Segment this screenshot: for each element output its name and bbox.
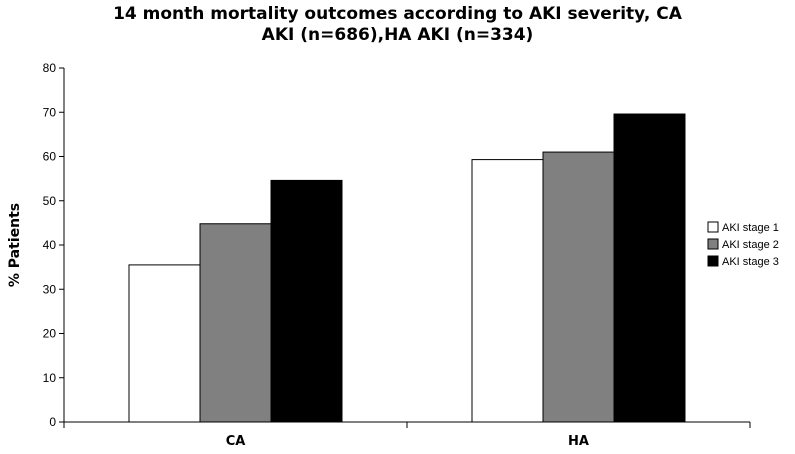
bar-ha-series-1 [471, 159, 544, 423]
bar-ha-series-3 [613, 113, 686, 423]
y-tick-label: 0 [49, 415, 56, 429]
bar-ca-series-3 [270, 179, 343, 423]
legend-swatch [707, 255, 719, 267]
y-tick-label: 20 [43, 327, 57, 341]
legend-label: AKI stage 3 [722, 256, 779, 268]
y-tick-label: 10 [43, 371, 57, 385]
legend: AKI stage 1 AKI stage 2 AKI stage 3 [707, 221, 779, 268]
y-tick-labels: 0 10 20 30 40 50 60 70 80 [43, 61, 57, 429]
legend-label: AKI stage 2 [722, 239, 779, 251]
chart-title-line-2: AKI (n=686),HA AKI (n=334) [261, 25, 534, 45]
y-tick-label: 40 [43, 238, 57, 252]
y-tick-label: 60 [43, 150, 57, 164]
chart-title: 14 month mortality outcomes according to… [0, 4, 795, 46]
y-tick-label: 50 [43, 194, 57, 208]
category-labels: CA HA [226, 434, 589, 449]
legend-swatch [707, 221, 719, 233]
y-tick-label: 30 [43, 282, 57, 296]
bars [128, 113, 686, 423]
legend-label: AKI stage 1 [722, 222, 779, 234]
category-label: CA [226, 434, 246, 449]
y-tick-label: 70 [43, 105, 57, 119]
bar-ca-series-2 [199, 223, 272, 423]
y-axis-label: % Patients [7, 203, 23, 287]
legend-swatch [707, 238, 719, 250]
chart-title-line-1: 14 month mortality outcomes according to… [113, 4, 682, 24]
bar-ca-series-1 [128, 264, 201, 423]
y-tick-label: 80 [43, 61, 57, 75]
bar-ha-series-2 [542, 151, 615, 423]
category-label: HA [568, 434, 589, 449]
